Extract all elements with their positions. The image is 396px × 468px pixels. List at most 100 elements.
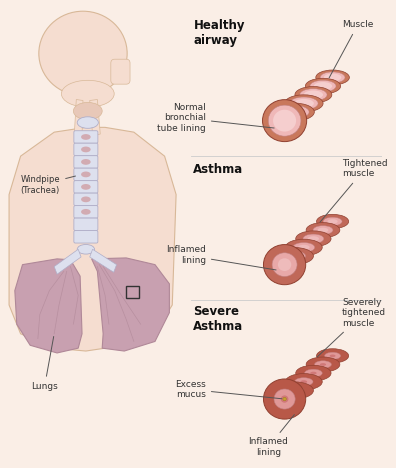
- FancyBboxPatch shape: [74, 205, 98, 218]
- Ellipse shape: [81, 184, 91, 190]
- Text: Healthy
airway: Healthy airway: [193, 19, 245, 47]
- Ellipse shape: [316, 70, 349, 85]
- Ellipse shape: [306, 223, 340, 238]
- Polygon shape: [90, 249, 116, 272]
- Ellipse shape: [304, 90, 323, 99]
- FancyBboxPatch shape: [74, 168, 98, 181]
- Ellipse shape: [274, 395, 295, 403]
- Ellipse shape: [279, 105, 309, 118]
- Ellipse shape: [275, 382, 314, 399]
- Ellipse shape: [81, 209, 91, 215]
- Ellipse shape: [273, 259, 297, 270]
- Polygon shape: [90, 100, 100, 135]
- Ellipse shape: [286, 373, 322, 390]
- Ellipse shape: [313, 226, 333, 234]
- Ellipse shape: [284, 95, 323, 112]
- Ellipse shape: [281, 397, 288, 401]
- Ellipse shape: [274, 389, 295, 409]
- FancyBboxPatch shape: [74, 131, 98, 143]
- Ellipse shape: [265, 390, 305, 408]
- Ellipse shape: [293, 242, 315, 252]
- Text: Muscle: Muscle: [329, 20, 373, 78]
- Ellipse shape: [294, 99, 314, 108]
- Text: Severe
Asthma: Severe Asthma: [193, 305, 244, 333]
- Text: Tightened
muscle: Tightened muscle: [320, 159, 388, 222]
- Ellipse shape: [81, 134, 91, 140]
- Ellipse shape: [274, 103, 314, 121]
- Ellipse shape: [77, 117, 98, 128]
- FancyBboxPatch shape: [74, 181, 98, 193]
- Ellipse shape: [283, 397, 286, 401]
- Ellipse shape: [81, 197, 91, 202]
- Ellipse shape: [316, 349, 348, 363]
- Text: Normal
bronchial
tube lining: Normal bronchial tube lining: [157, 103, 274, 132]
- Ellipse shape: [303, 234, 324, 243]
- Ellipse shape: [296, 231, 331, 247]
- Ellipse shape: [39, 11, 127, 95]
- Ellipse shape: [265, 256, 305, 273]
- FancyBboxPatch shape: [74, 231, 98, 243]
- FancyBboxPatch shape: [111, 59, 130, 84]
- Ellipse shape: [306, 357, 340, 372]
- Ellipse shape: [281, 395, 288, 402]
- Ellipse shape: [296, 366, 331, 381]
- Ellipse shape: [316, 214, 348, 228]
- Text: Windpipe
(Trachea): Windpipe (Trachea): [21, 175, 76, 195]
- Polygon shape: [15, 259, 82, 353]
- Ellipse shape: [289, 97, 318, 110]
- Ellipse shape: [327, 219, 338, 224]
- Text: Inflamed
lining: Inflamed lining: [248, 415, 294, 457]
- Ellipse shape: [77, 244, 95, 254]
- Ellipse shape: [305, 78, 341, 94]
- Ellipse shape: [81, 146, 91, 152]
- Ellipse shape: [314, 82, 332, 90]
- Polygon shape: [91, 258, 169, 351]
- Ellipse shape: [278, 258, 291, 271]
- Ellipse shape: [73, 102, 102, 120]
- Ellipse shape: [295, 378, 313, 386]
- Ellipse shape: [263, 100, 307, 142]
- Polygon shape: [9, 127, 176, 351]
- Ellipse shape: [272, 253, 297, 277]
- Ellipse shape: [81, 159, 91, 165]
- Ellipse shape: [308, 236, 319, 241]
- Ellipse shape: [269, 114, 300, 127]
- Ellipse shape: [325, 352, 341, 359]
- Text: Severely
tightened
muscle: Severely tightened muscle: [317, 298, 386, 357]
- Ellipse shape: [329, 355, 335, 357]
- Ellipse shape: [301, 380, 307, 383]
- FancyBboxPatch shape: [74, 193, 98, 205]
- Ellipse shape: [81, 171, 91, 177]
- Ellipse shape: [284, 107, 305, 117]
- Ellipse shape: [291, 389, 298, 392]
- FancyBboxPatch shape: [74, 143, 98, 156]
- Text: Lungs: Lungs: [31, 336, 58, 391]
- Ellipse shape: [274, 116, 295, 125]
- Ellipse shape: [278, 262, 291, 268]
- Ellipse shape: [285, 386, 304, 395]
- FancyBboxPatch shape: [74, 156, 98, 168]
- Ellipse shape: [305, 369, 322, 377]
- Ellipse shape: [323, 217, 342, 226]
- Ellipse shape: [310, 80, 336, 92]
- FancyBboxPatch shape: [74, 218, 98, 231]
- Ellipse shape: [263, 379, 306, 419]
- Ellipse shape: [298, 245, 310, 250]
- Text: Asthma: Asthma: [193, 163, 244, 176]
- Ellipse shape: [310, 372, 316, 374]
- Ellipse shape: [273, 110, 296, 132]
- Ellipse shape: [318, 228, 328, 233]
- Ellipse shape: [324, 73, 341, 81]
- Ellipse shape: [268, 105, 301, 136]
- Ellipse shape: [314, 361, 331, 368]
- Text: Excess
mucus: Excess mucus: [175, 380, 282, 399]
- Ellipse shape: [320, 363, 326, 366]
- Ellipse shape: [264, 111, 306, 130]
- Ellipse shape: [61, 80, 114, 107]
- Ellipse shape: [320, 72, 345, 83]
- Ellipse shape: [275, 248, 314, 264]
- Ellipse shape: [263, 245, 306, 285]
- Text: Inflamed
lining: Inflamed lining: [166, 245, 276, 270]
- Polygon shape: [74, 100, 83, 135]
- Polygon shape: [54, 249, 81, 274]
